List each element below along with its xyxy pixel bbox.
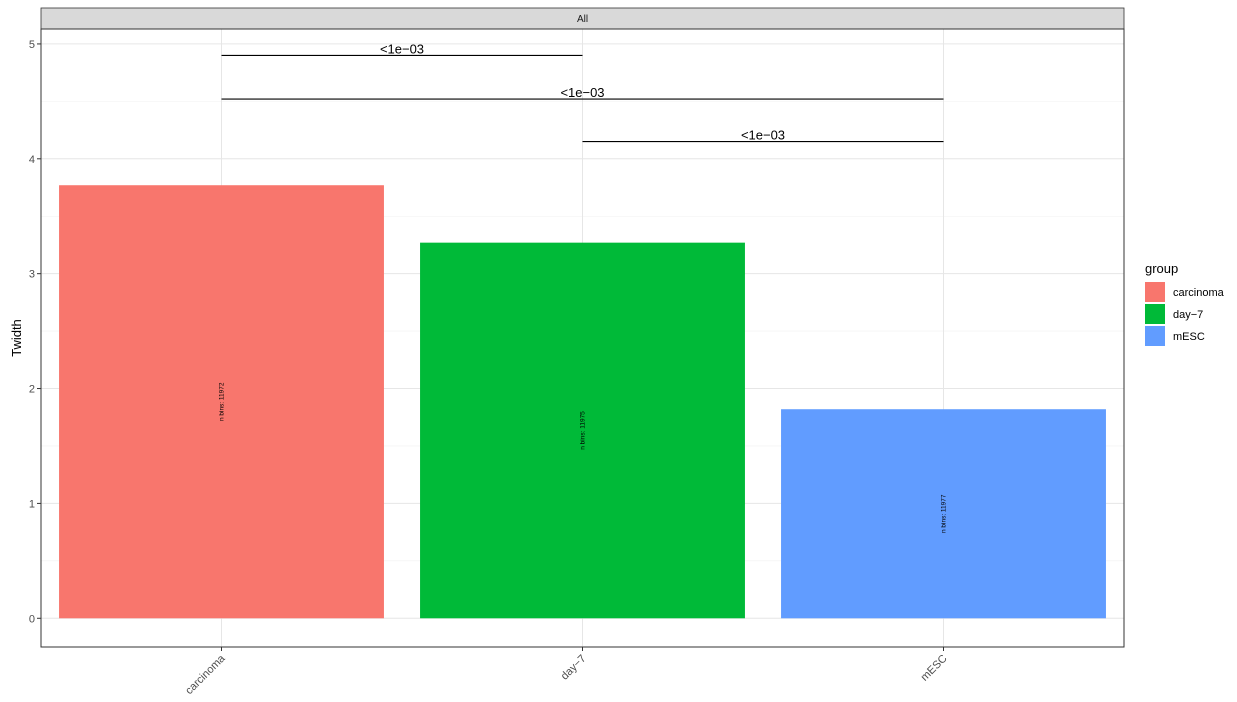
legend-label: day−7	[1173, 309, 1203, 321]
y-tick-label: 5	[29, 39, 35, 51]
bar-1	[420, 242, 745, 619]
bar-0	[59, 185, 384, 619]
y-axis: 0 1 2 3 4 5	[29, 39, 41, 625]
bar-2	[781, 409, 1106, 619]
legend-label: mESC	[1173, 331, 1205, 343]
significance-label: <1e−03	[741, 128, 785, 143]
legend-key-0	[1145, 282, 1165, 302]
bar-count-label: n bins: 11972	[219, 382, 226, 421]
significance-brackets: <1e−03 <1e−03 <1e−03	[221, 41, 944, 143]
y-axis-title: Twidth	[9, 319, 24, 357]
facet-strip-label: All	[577, 14, 588, 25]
y-tick-label: 2	[29, 384, 35, 396]
legend-key-2	[1145, 326, 1165, 346]
x-tick-label: carcinoma	[183, 652, 228, 697]
x-tick-label: mESC	[919, 653, 950, 684]
y-tick-label: 0	[29, 613, 35, 625]
significance-label: <1e−03	[380, 41, 424, 56]
bar-count-label: n bins: 11975	[580, 411, 587, 450]
x-tick-label: day−7	[559, 653, 589, 683]
legend-title: group	[1145, 261, 1178, 276]
y-tick-label: 1	[29, 498, 35, 510]
bars: n bins: 11972 n bins: 11975 n bins: 11977	[59, 185, 1106, 619]
significance-label: <1e−03	[560, 85, 604, 100]
bar-count-label: n bins: 11977	[941, 494, 948, 533]
legend-key-1	[1145, 304, 1165, 324]
y-tick-label: 4	[29, 154, 35, 166]
legend-label: carcinoma	[1173, 287, 1225, 299]
legend: group carcinoma day−7 mESC	[1145, 261, 1225, 346]
y-tick-label: 3	[29, 269, 35, 281]
x-axis: carcinoma day−7 mESC	[183, 647, 950, 697]
